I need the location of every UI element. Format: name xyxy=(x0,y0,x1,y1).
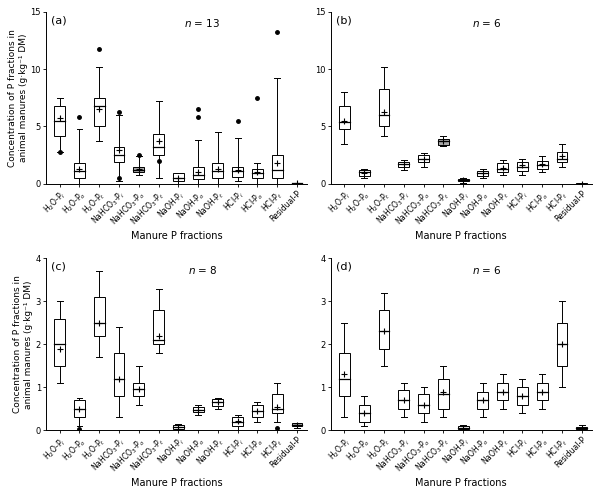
Bar xyxy=(497,163,508,172)
Bar xyxy=(193,167,203,179)
Bar xyxy=(272,155,283,178)
Text: (b): (b) xyxy=(336,15,352,25)
Bar xyxy=(497,383,508,400)
Bar xyxy=(173,174,184,182)
Bar xyxy=(153,134,164,155)
Bar xyxy=(113,353,124,396)
Bar xyxy=(379,310,389,349)
Bar xyxy=(339,353,350,396)
Bar xyxy=(398,389,409,409)
Bar xyxy=(292,424,302,427)
Bar xyxy=(458,179,469,182)
Bar xyxy=(517,162,528,171)
Y-axis label: Concentration of P fractions in
animal manures (g·kg⁻¹ DM): Concentration of P fractions in animal m… xyxy=(13,275,33,413)
Bar xyxy=(212,399,223,406)
Bar xyxy=(94,98,105,126)
Bar xyxy=(379,89,389,126)
Text: $\it{n}$ = 13: $\it{n}$ = 13 xyxy=(184,17,221,29)
Bar xyxy=(517,387,528,405)
Bar xyxy=(74,163,85,178)
Bar xyxy=(359,170,370,176)
Bar xyxy=(54,106,65,135)
Bar xyxy=(193,407,203,412)
Bar xyxy=(438,139,449,145)
Bar xyxy=(272,394,283,413)
X-axis label: Manure P fractions: Manure P fractions xyxy=(415,478,507,488)
Bar xyxy=(74,400,85,418)
Bar xyxy=(252,405,263,417)
Text: (d): (d) xyxy=(336,262,352,272)
Bar xyxy=(398,162,409,167)
Text: $\it{n}$ = 8: $\it{n}$ = 8 xyxy=(188,263,217,276)
Bar xyxy=(438,379,449,409)
Bar xyxy=(478,392,488,409)
Text: (a): (a) xyxy=(51,15,67,25)
Bar xyxy=(113,147,124,162)
Bar xyxy=(458,426,469,430)
Bar xyxy=(418,155,429,162)
Bar xyxy=(54,318,65,366)
Bar xyxy=(153,310,164,344)
Text: $\it{n}$ = 6: $\it{n}$ = 6 xyxy=(472,263,502,276)
X-axis label: Manure P fractions: Manure P fractions xyxy=(131,478,222,488)
Bar xyxy=(292,183,302,184)
Bar xyxy=(478,171,488,176)
Text: $\it{n}$ = 6: $\it{n}$ = 6 xyxy=(472,17,502,29)
Bar xyxy=(359,405,370,422)
Bar xyxy=(418,394,429,413)
Bar xyxy=(133,383,144,396)
Bar xyxy=(212,163,223,178)
Y-axis label: Concentration of P fractions in
animal manures (g·kg⁻¹ DM): Concentration of P fractions in animal m… xyxy=(8,29,28,167)
Bar xyxy=(537,383,548,400)
Bar xyxy=(133,167,144,172)
Bar xyxy=(94,297,105,336)
Bar xyxy=(557,152,568,162)
X-axis label: Manure P fractions: Manure P fractions xyxy=(415,231,507,241)
Bar xyxy=(339,106,350,128)
Bar xyxy=(577,427,587,430)
Bar xyxy=(557,323,568,366)
Bar xyxy=(173,425,184,429)
Bar xyxy=(252,169,263,178)
Bar xyxy=(232,167,243,177)
Text: (c): (c) xyxy=(51,262,66,272)
X-axis label: Manure P fractions: Manure P fractions xyxy=(131,231,222,241)
Bar xyxy=(537,161,548,169)
Bar xyxy=(232,417,243,426)
